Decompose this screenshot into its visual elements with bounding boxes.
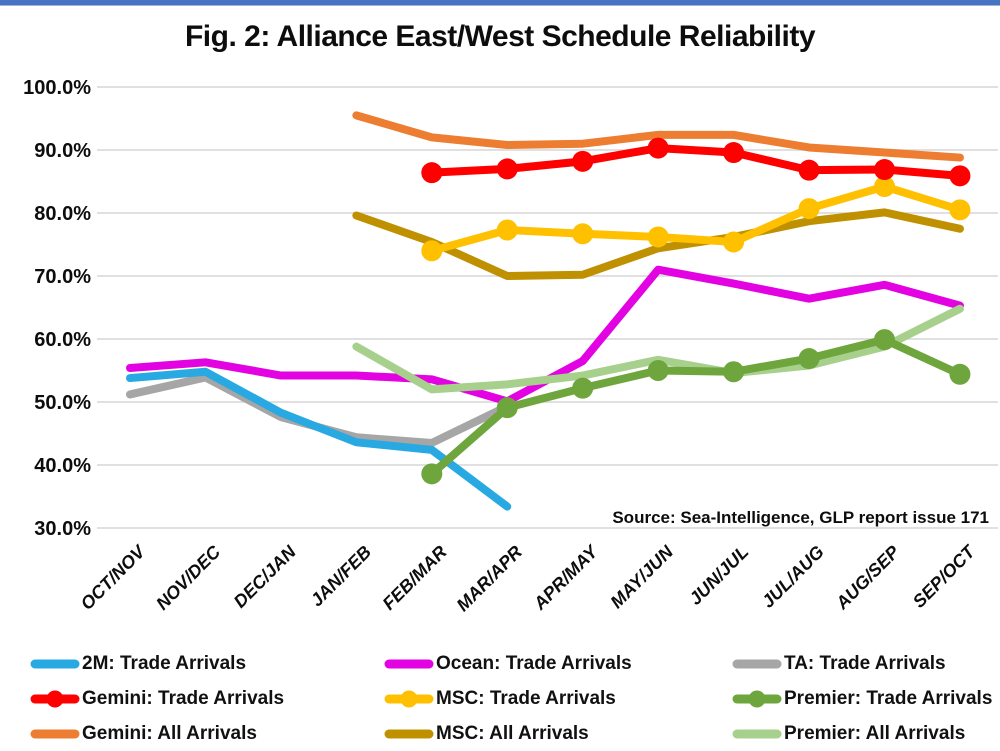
series-marker-gemini-trade-arrivals	[949, 165, 971, 187]
series-marker-gemini-trade-arrivals	[572, 150, 594, 172]
legend-item-2m-trade-arrivals: 2M: Trade Arrivals	[30, 652, 246, 676]
series-marker-msc-trade-arrivals	[798, 198, 820, 220]
legend-item-msc-all-arrivals: MSC: All Arrivals	[384, 722, 589, 746]
legend-label: Gemini: All Arrivals	[82, 723, 257, 744]
series-marker-msc-trade-arrivals	[723, 231, 745, 253]
legend-marker	[400, 690, 418, 708]
series-marker-premier-trade-arrivals	[723, 361, 745, 383]
legend-item-msc-trade-arrivals: MSC: Trade Arrivals	[384, 687, 616, 711]
x-axis-tick-label: JAN/FEB	[307, 542, 376, 611]
legend-swatch-gemini-all-arrivals	[30, 729, 80, 739]
x-axis-tick-label: MAR/APR	[453, 542, 527, 616]
legend-marker	[46, 690, 64, 708]
legend-swatch-premier-trade-arrivals	[732, 690, 782, 708]
legend-label: Gemini: Trade Arrivals	[82, 688, 285, 709]
series-marker-premier-trade-arrivals	[949, 363, 971, 385]
series-line-gemini-trade-arrivals	[427, 144, 964, 180]
y-axis-tick-label: 90.0%	[34, 140, 91, 162]
series-line-msc-all-arrivals	[352, 208, 964, 280]
series-marker-gemini-trade-arrivals	[723, 142, 745, 164]
series-marker-gemini-trade-arrivals	[421, 162, 443, 184]
series-marker-msc-trade-arrivals	[647, 226, 669, 248]
legend-swatch-ta-trade-arrivals	[732, 659, 782, 669]
series-marker-msc-trade-arrivals	[874, 176, 895, 198]
y-axis-tick-label: 80.0%	[34, 203, 91, 225]
x-axis-tick-label: FEB/MAR	[379, 542, 451, 614]
series-marker-premier-trade-arrivals	[421, 463, 443, 485]
series-marker-premier-trade-arrivals	[798, 348, 820, 370]
series-marker-msc-trade-arrivals	[572, 223, 594, 245]
series-marker-msc-trade-arrivals	[949, 199, 971, 221]
series-marker-msc-trade-arrivals	[421, 240, 443, 262]
legend-marker	[748, 690, 766, 708]
legend-label: MSC: All Arrivals	[436, 723, 589, 744]
top-border-rule	[0, 0, 1000, 6]
x-axis-tick-label: MAY/JUN	[606, 541, 677, 612]
series-marker-gemini-trade-arrivals	[647, 137, 669, 159]
x-axis-tick-label: JUL/AUG	[758, 542, 828, 612]
series-line-premier-trade-arrivals	[427, 335, 964, 478]
legend-item-gemini-trade-arrivals: Gemini: Trade Arrivals	[30, 687, 284, 711]
y-axis-tick-label: 50.0%	[34, 392, 91, 414]
legend-swatch-2m-trade-arrivals	[30, 659, 80, 669]
legend-swatch-msc-trade-arrivals	[384, 690, 434, 708]
legend-item-premier-all-arrivals: Premier: All Arrivals	[732, 722, 965, 746]
x-axis-tick-label: NOV/DEC	[152, 541, 225, 614]
legend-label: 2M: Trade Arrivals	[82, 653, 247, 674]
series-marker-msc-trade-arrivals	[496, 219, 518, 241]
series-line-premier-all-arrivals	[352, 304, 964, 394]
legend-swatch-ocean-trade-arrivals	[384, 659, 434, 669]
legend-item-ta-trade-arrivals: TA: Trade Arrivals	[732, 652, 946, 676]
series-marker-gemini-trade-arrivals	[798, 159, 820, 181]
legend-label: Premier: All Arrivals	[784, 723, 966, 744]
series-marker-gemini-trade-arrivals	[496, 158, 518, 180]
x-axis-tick-label: DEC/JAN	[230, 541, 301, 612]
y-axis-tick-label: 70.0%	[34, 266, 91, 288]
legend-item-gemini-all-arrivals: Gemini: All Arrivals	[30, 722, 257, 746]
legend-label: TA: Trade Arrivals	[784, 653, 946, 674]
legend-label: MSC: Trade Arrivals	[436, 688, 616, 709]
series-marker-premier-trade-arrivals	[496, 397, 518, 419]
x-axis-tick-label: APR/MAY	[529, 540, 603, 614]
y-axis-tick-label: 60.0%	[34, 329, 91, 351]
x-axis-tick-label: AUG/SEP	[831, 541, 904, 614]
series-marker-premier-trade-arrivals	[647, 360, 669, 381]
y-axis-tick-label: 100.0%	[23, 77, 91, 99]
x-axis-tick-label: OCT/NOV	[77, 540, 151, 614]
legend-item-ocean-trade-arrivals: Ocean: Trade Arrivals	[384, 652, 632, 676]
y-axis-tick-label: 40.0%	[34, 455, 91, 477]
chart-title: Fig. 2: Alliance East/West Schedule Reli…	[184, 20, 816, 53]
legend-label: Premier: Trade Arrivals	[784, 688, 993, 709]
source-note: Source: Sea-Intelligence, GLP report iss…	[612, 508, 989, 527]
series-marker-premier-trade-arrivals	[874, 329, 895, 351]
legend-item-premier-trade-arrivals: Premier: Trade Arrivals	[732, 687, 992, 711]
y-axis-tick-label: 30.0%	[34, 518, 91, 540]
series-line-msc-trade-arrivals	[427, 182, 964, 255]
legend-label: Ocean: Trade Arrivals	[436, 653, 632, 674]
series-marker-gemini-trade-arrivals	[874, 159, 895, 181]
plot-area: 30.0% 40.0% 50.0% 60.0% 70.0% 80.0% 90.0% 100.0…	[23, 77, 998, 616]
legend-swatch-gemini-trade-arrivals	[30, 690, 80, 708]
series-line-gemini-all-arrivals	[352, 111, 964, 162]
x-axis-tick-label: JUN/JUL	[685, 542, 752, 609]
x-axis-tick-label: SEP/OCT	[909, 540, 980, 611]
legend-swatch-msc-all-arrivals	[384, 729, 434, 739]
series-marker-premier-trade-arrivals	[572, 377, 594, 399]
legend-swatch-premier-all-arrivals	[732, 729, 782, 739]
